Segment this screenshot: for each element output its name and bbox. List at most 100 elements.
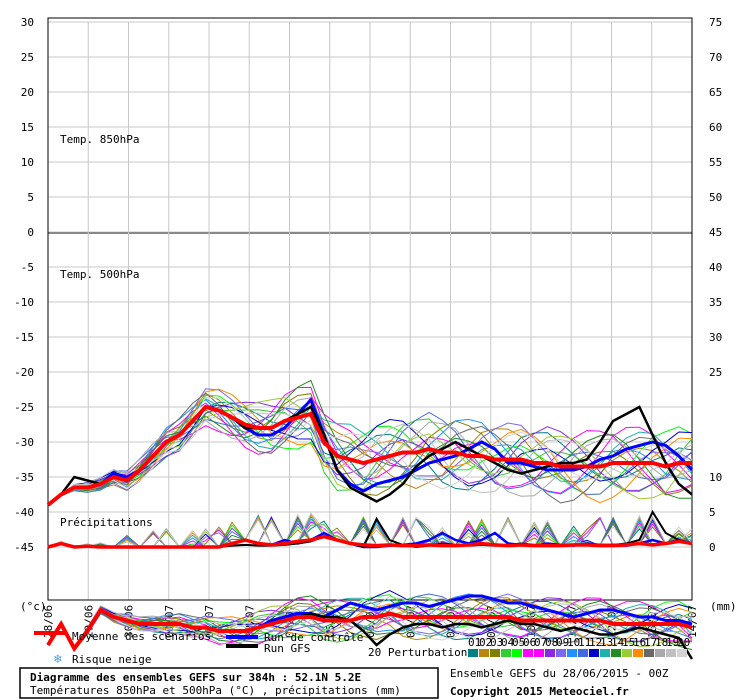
perturbation-18-t850 [47,397,693,506]
snowflake-icon: ❄ [53,652,62,667]
perturbation-legend-label: 07 [534,636,547,649]
perturbation-legend-swatch [523,649,533,657]
perturbation-legend-label: 08 [545,636,558,649]
series-mean-t850 [46,404,692,507]
perturbation-legend-swatch [589,649,599,657]
footer-title: Diagramme des ensembles GEFS sur 384h : … [30,671,361,684]
perturbation-legend-swatch [567,649,577,657]
perturbation-19-t850 [47,412,693,506]
right-unit-label: (mm) [710,600,737,613]
perturbation-legend-label: 17 [644,636,657,649]
legend-perturbations-label: 20 Perturbations [368,646,474,659]
main-series-lines [46,397,694,660]
perturbation-legend-swatch [556,649,566,657]
left-tick-label: -5 [21,261,34,274]
perturbation-legend-label: 01 [468,636,481,649]
legend-snow-label: Risque neige [72,653,151,666]
left-tick-label: 10 [21,156,34,169]
perturbation-legend-label: 02 [479,636,492,649]
right-tick-850: 55 [709,156,722,169]
perturbation-12-t500 [47,590,693,648]
left-tick-label: -45 [14,541,34,554]
right-tick-850: 45 [709,226,722,239]
right-tick-850: 65 [709,86,722,99]
chart-grid [47,17,693,601]
left-tick-label: 30 [21,16,34,29]
perturbation-legend-label: 18 [655,636,668,649]
perturbation-legend-label: 11 [578,636,591,649]
right-tick-precip: 0 [709,541,716,554]
perturbation-legend-swatch [578,649,588,657]
perturbation-legend-swatch [633,649,643,657]
left-tick-label: -10 [14,296,34,309]
perturbation-legend-swatch [655,649,665,657]
left-tick-label: -25 [14,401,34,414]
right-tick-850: 50 [709,191,722,204]
perturbation-legend-swatch [622,649,632,657]
perturbation-legend-swatch [490,649,500,657]
perturbation-legend-label: 15 [622,636,635,649]
perturbation-legend-label: 14 [611,636,625,649]
perturbation-17-t500 [47,597,693,650]
perturbation-legend-swatch [677,649,687,657]
legend-control-label: Run de contrôle [264,631,363,644]
perturbation-10-t850 [47,399,693,506]
perturbation-legend-label: 20 [677,636,690,649]
perturbation-legend-label: 10 [567,636,580,649]
perturbation-11-t850 [47,407,693,506]
right-tick-precip: 10 [709,471,722,484]
perturbation-legend-swatch [545,649,555,657]
panel-label-precip: Précipitations [60,516,153,529]
legend-mean-label: Moyenne des scénarios [72,630,211,643]
perturbation-legend-label: 12 [589,636,602,649]
perturbation-legend-swatch [644,649,654,657]
perturbation-legend-label: 13 [600,636,613,649]
panel-label-t850: Temp. 850hPa [60,133,139,146]
right-tick-850: 60 [709,121,722,134]
legend-gfs-label: Run GFS [264,642,310,655]
right-tick-850: 70 [709,51,722,64]
perturbation-legend-label: 06 [523,636,536,649]
right-tick-precip: 5 [709,506,716,519]
left-axis-ticks: 30 25 20 15 10 5 0 -5 -10 -15 -20 -25 -30 -35 -40 -45 [14,16,34,554]
perturbation-17-t850 [47,392,693,506]
x-tick-label: 12/07 [606,605,619,638]
left-tick-label: 20 [21,86,34,99]
x-tick-label: 28/06 [42,605,55,638]
perturbation-legend-swatch [479,649,489,657]
left-unit-label: (°c) [20,600,47,613]
left-tick-label: 15 [21,121,34,134]
perturbation-legend-swatch [468,649,478,657]
perturbation-13-t850 [47,398,693,506]
left-tick-label: 25 [21,51,34,64]
perturbation-legend-label: 05 [512,636,525,649]
perturbation-20-t850 [47,397,693,506]
perturbation-legend-label: 04 [501,636,515,649]
perturbation-legend-swatch [666,649,676,657]
series-mean-precip [47,534,693,549]
footer-subtitle: Températures 850hPa et 500hPa (°C) , pré… [30,684,401,697]
legend: Moyenne des scénarios Run de contrôle Ru… [34,630,690,667]
right-tick-500: 30 [709,331,722,344]
perturbation-legend-label: 16 [633,636,646,649]
perturbation-12-t850 [47,404,693,506]
perturbation-legend-swatch [501,649,511,657]
right-tick-500: 40 [709,261,722,274]
perturbation-legend-label: 03 [490,636,503,649]
copyright: Copyright 2015 Meteociel.fr [450,685,629,698]
perturbation-legend-swatch [512,649,522,657]
right-tick-850: 75 [709,16,722,29]
left-tick-label: -20 [14,366,34,379]
footer-box [19,667,439,699]
series-mean-t500 [46,607,693,653]
panel-label-t500: Temp. 500hPa [60,268,139,281]
left-tick-label: 0 [27,226,34,239]
perturbation-legend-swatch [611,649,621,657]
perturbation-18-t500 [47,598,693,651]
right-tick-500: 25 [709,366,722,379]
left-tick-label: -30 [14,436,34,449]
x-tick-label: 29/06 [82,605,95,638]
